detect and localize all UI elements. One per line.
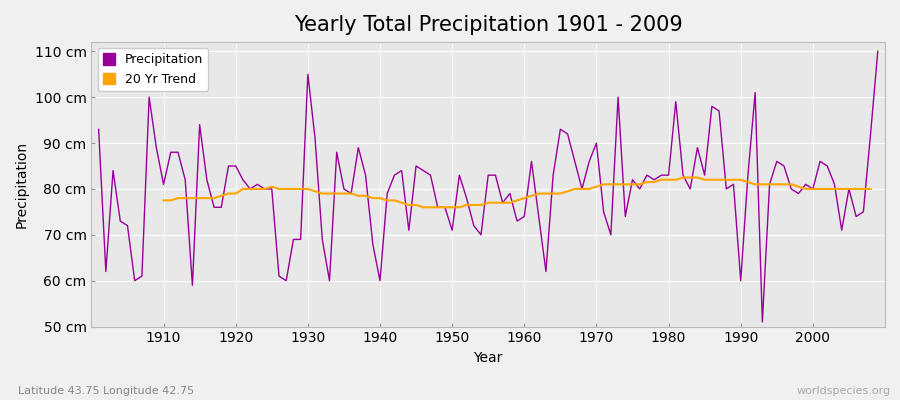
Precipitation xyxy=(872,49,883,54)
20 Yr Trend xyxy=(418,205,428,210)
Precipitation xyxy=(353,145,364,150)
20 Yr Trend xyxy=(728,177,739,182)
20 Yr Trend xyxy=(324,191,335,196)
Precipitation xyxy=(512,219,523,224)
20 Yr Trend xyxy=(678,175,688,180)
20 Yr Trend xyxy=(865,186,876,191)
20 Yr Trend xyxy=(346,191,356,196)
Title: Yearly Total Precipitation 1901 - 2009: Yearly Total Precipitation 1901 - 2009 xyxy=(293,15,682,35)
Text: worldspecies.org: worldspecies.org xyxy=(796,386,891,396)
X-axis label: Year: Year xyxy=(473,351,503,365)
Precipitation xyxy=(519,214,530,219)
20 Yr Trend xyxy=(519,196,530,200)
Precipitation xyxy=(94,127,104,132)
20 Yr Trend xyxy=(374,196,385,200)
Y-axis label: Precipitation: Precipitation xyxy=(15,141,29,228)
Legend: Precipitation, 20 Yr Trend: Precipitation, 20 Yr Trend xyxy=(98,48,209,91)
Precipitation xyxy=(606,232,616,237)
20 Yr Trend xyxy=(541,191,552,196)
Line: Precipitation: Precipitation xyxy=(99,51,878,322)
Text: Latitude 43.75 Longitude 42.75: Latitude 43.75 Longitude 42.75 xyxy=(18,386,194,396)
Precipitation xyxy=(757,320,768,324)
Precipitation xyxy=(151,145,162,150)
Precipitation xyxy=(310,136,320,141)
20 Yr Trend xyxy=(158,198,169,203)
Line: 20 Yr Trend: 20 Yr Trend xyxy=(164,178,870,207)
